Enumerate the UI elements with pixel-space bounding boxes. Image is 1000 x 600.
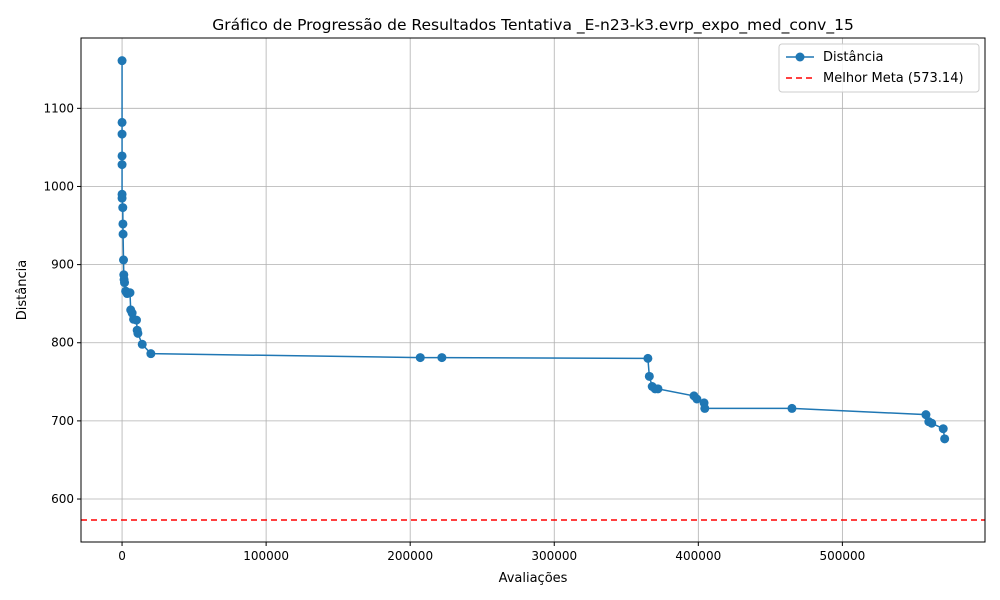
x-tick-label: 300000 bbox=[531, 549, 577, 563]
ticks: 0 100000 200000 300000 400000 500000 600 700 800… bbox=[43, 101, 865, 563]
data-point bbox=[137, 339, 147, 349]
data-point bbox=[921, 410, 931, 420]
data-point bbox=[644, 371, 654, 381]
legend-series-marker bbox=[795, 52, 805, 62]
data-point bbox=[117, 151, 127, 161]
data-point bbox=[133, 328, 143, 338]
y-tick-label: 900 bbox=[51, 258, 74, 272]
y-tick-label: 1000 bbox=[43, 179, 74, 193]
data-point bbox=[118, 219, 128, 229]
y-tick-label: 700 bbox=[51, 414, 74, 428]
data-point bbox=[653, 384, 663, 394]
data-point bbox=[415, 353, 425, 363]
data-point bbox=[120, 278, 130, 288]
data-point bbox=[692, 394, 702, 404]
x-tick-label: 400000 bbox=[675, 549, 721, 563]
data-point bbox=[117, 129, 127, 139]
data-point bbox=[117, 193, 127, 203]
legend: Distância Melhor Meta (573.14) bbox=[778, 43, 980, 93]
data-point bbox=[131, 315, 141, 325]
grid bbox=[81, 38, 985, 542]
x-tick-label: 0 bbox=[118, 549, 126, 563]
legend-series-label: Distância bbox=[823, 50, 883, 65]
x-axis-label: Avaliações bbox=[499, 571, 568, 586]
legend-reference-label: Melhor Meta (573.14) bbox=[823, 71, 964, 86]
data-point bbox=[117, 56, 127, 66]
y-tick-label: 800 bbox=[51, 336, 74, 350]
chart-title: Gráfico de Progressão de Resultados Tent… bbox=[212, 16, 854, 35]
series-layer bbox=[117, 56, 950, 444]
data-point bbox=[643, 353, 653, 363]
x-tick-label: 200000 bbox=[387, 549, 433, 563]
data-point bbox=[118, 203, 128, 213]
data-point bbox=[787, 403, 797, 413]
plot-frame bbox=[80, 37, 986, 543]
data-point bbox=[118, 229, 128, 239]
data-point bbox=[437, 353, 447, 363]
x-tick-label: 100000 bbox=[243, 549, 289, 563]
data-point bbox=[125, 288, 135, 298]
data-point bbox=[938, 424, 948, 434]
data-point bbox=[117, 160, 127, 170]
data-point bbox=[927, 418, 937, 428]
x-tick-label: 500000 bbox=[819, 549, 865, 563]
data-point bbox=[940, 434, 950, 444]
y-tick-label: 600 bbox=[51, 492, 74, 506]
data-point bbox=[146, 349, 156, 359]
data-point bbox=[700, 403, 710, 413]
y-tick-label: 1100 bbox=[43, 101, 74, 115]
data-point bbox=[118, 255, 128, 265]
legend-box bbox=[778, 43, 980, 93]
y-axis-label: Distância bbox=[15, 260, 30, 320]
data-point bbox=[117, 117, 127, 127]
